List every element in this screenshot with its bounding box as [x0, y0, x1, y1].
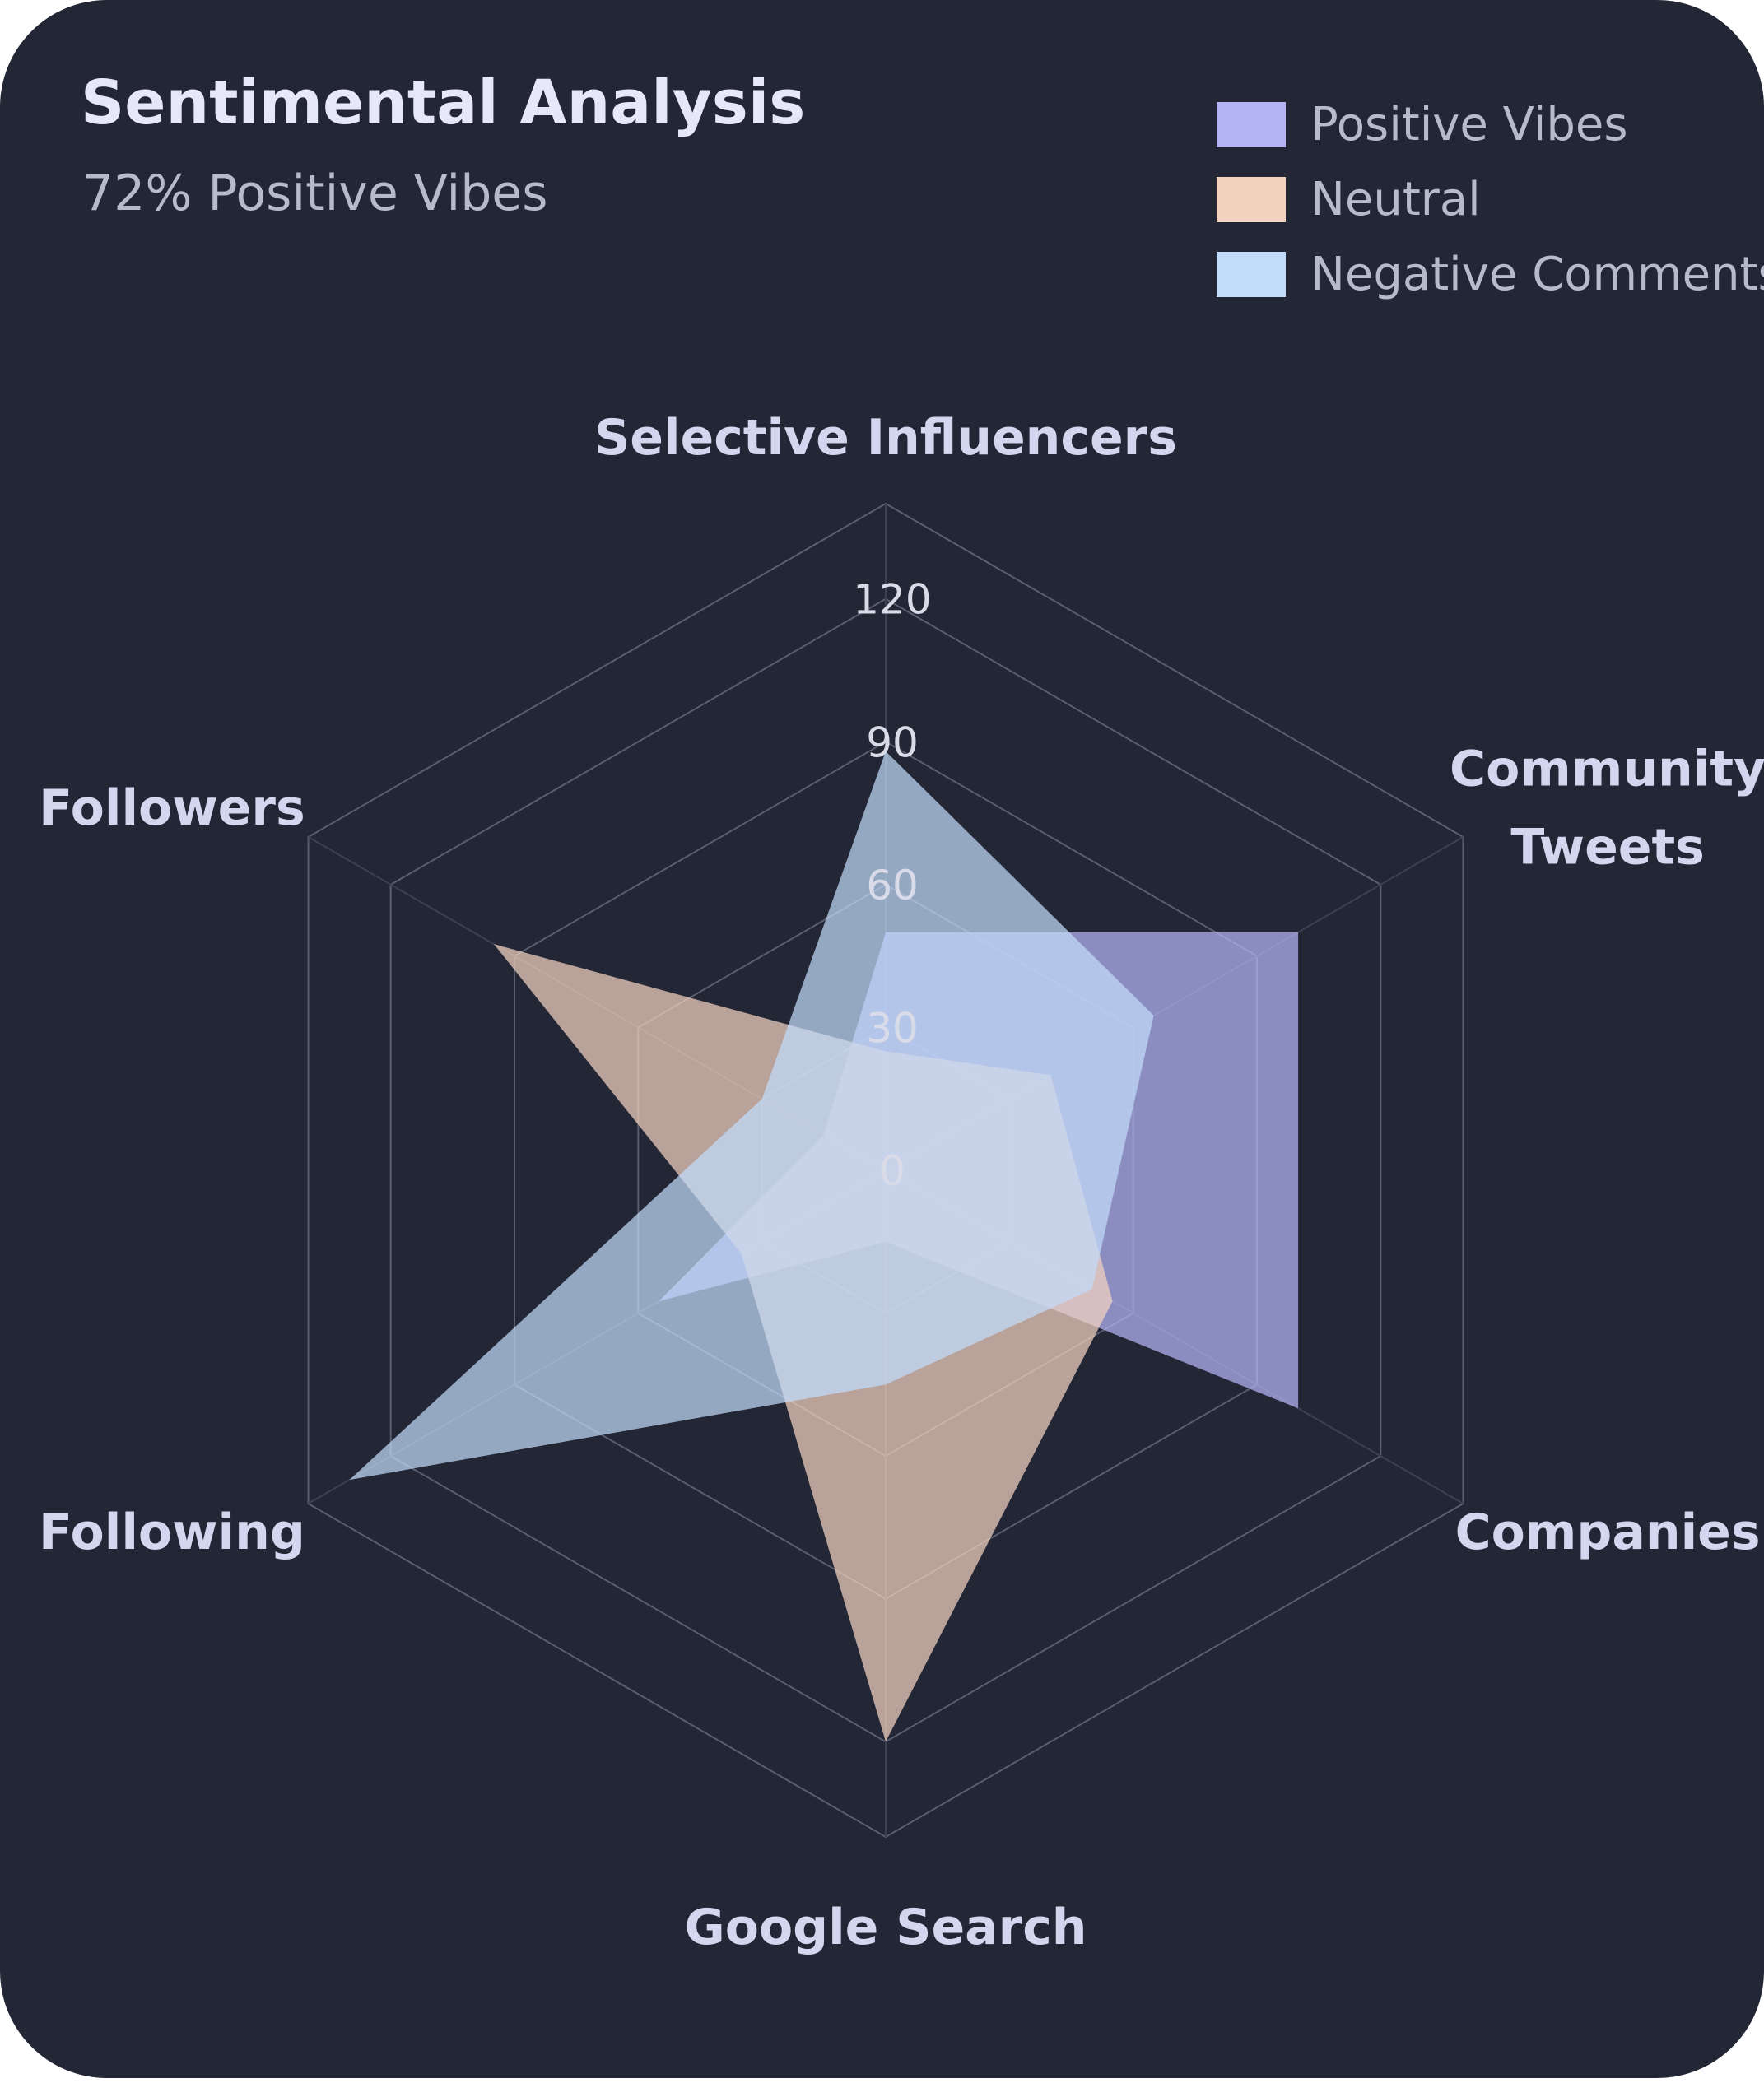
chart-title: Sentimental Analysis: [81, 67, 806, 138]
series-area-negative-comments[interactable]: [349, 751, 1154, 1481]
legend: Positive Vibes Neutral Negative Comments: [1217, 72, 1764, 327]
tick-label-0: 0: [879, 1147, 905, 1195]
legend-swatch-neutral: [1217, 177, 1286, 222]
axis-label-followers: Followers: [39, 779, 305, 837]
tick-label-120: 120: [853, 576, 931, 624]
radar-tick-labels: 0 30 60 90 120: [853, 576, 931, 1195]
legend-label-negative-comments: Negative Comments: [1310, 248, 1764, 301]
chart-subtitle: 72% Positive Vibes: [82, 165, 548, 222]
radar-axis-labels: Selective Influencers Community Tweets Comp…: [39, 409, 1764, 1956]
legend-label-positive-vibes: Positive Vibes: [1310, 98, 1628, 151]
axis-label-following: Following: [39, 1504, 305, 1561]
legend-item-neutral[interactable]: Neutral: [1217, 147, 1764, 252]
tick-label-90: 90: [866, 718, 919, 766]
tick-label-30: 30: [866, 1004, 919, 1052]
legend-swatch-negative-comments: [1217, 252, 1286, 297]
legend-label-neutral: Neutral: [1310, 173, 1481, 226]
legend-swatch-positive-vibes: [1217, 102, 1286, 147]
axis-label-community-tweets: Community Tweets: [1450, 741, 1764, 876]
axis-label-selective-influencers: Selective Influencers: [594, 409, 1177, 467]
tick-label-60: 60: [866, 862, 919, 909]
legend-item-positive-vibes[interactable]: Positive Vibes: [1217, 72, 1764, 177]
axis-label-google-search: Google Search: [684, 1899, 1087, 1956]
radar-series: [349, 751, 1299, 1742]
legend-item-negative-comments[interactable]: Negative Comments: [1217, 222, 1764, 327]
axis-label-companies: Companies: [1455, 1504, 1761, 1561]
